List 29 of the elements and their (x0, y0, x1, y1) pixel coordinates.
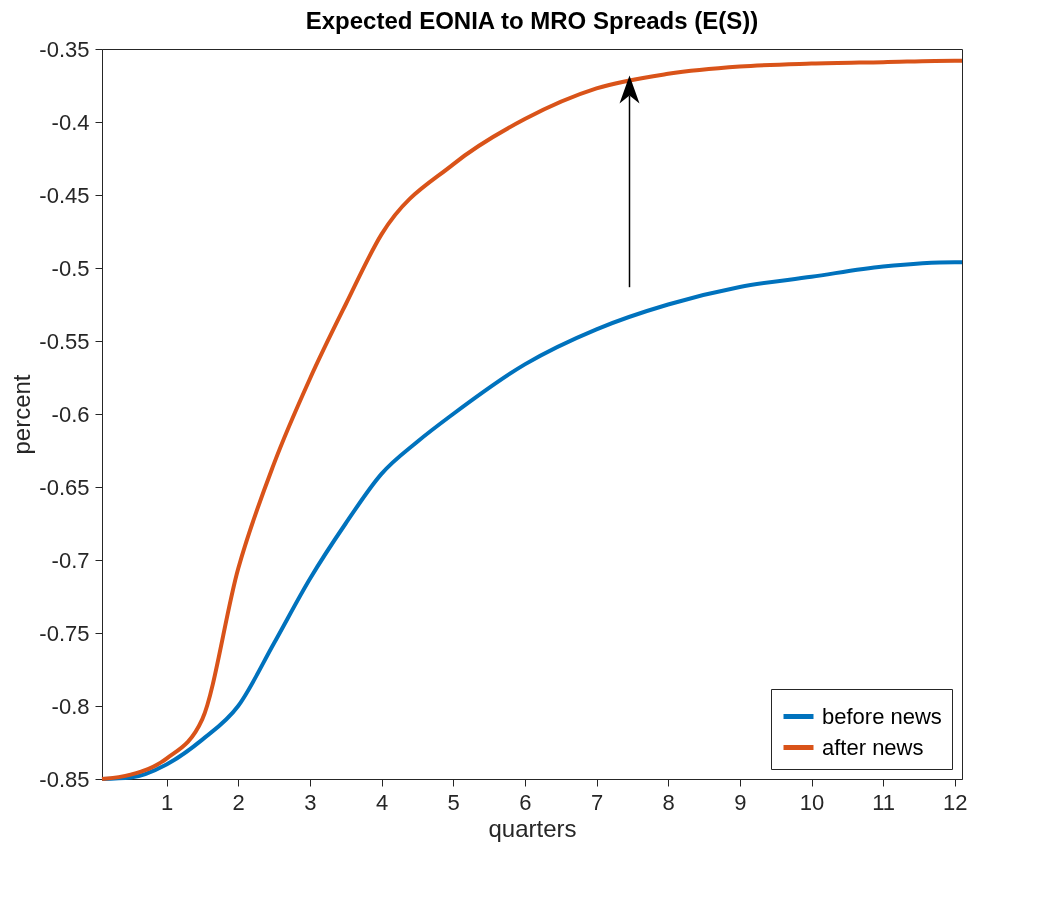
y-tick-label: -0.5 (51, 255, 90, 281)
y-tick-label: -0.7 (51, 547, 90, 573)
x-tick-label: 3 (304, 789, 317, 815)
y-tick-label: -0.8 (51, 693, 90, 719)
y-tick-label: -0.4 (51, 109, 90, 135)
line-series (100, 58, 964, 781)
legend-label: after news (822, 734, 924, 760)
x-tick-label: 1 (160, 789, 174, 815)
y-tick-label: -0.6 (51, 401, 90, 427)
x-tick-label: 10 (799, 789, 825, 815)
x-tick-label: 4 (375, 789, 389, 815)
x-tick-label: 6 (519, 789, 532, 815)
x-tick-label: 2 (232, 789, 245, 815)
x-tick-label: 9 (734, 789, 747, 815)
x-axis-title: quarters (488, 814, 577, 842)
legend-label: before news (822, 703, 942, 729)
x-tick-label: 8 (662, 789, 675, 815)
x-tick-label: 7 (590, 789, 604, 815)
y-tick-label: -0.65 (39, 474, 90, 500)
y-tick-label: -0.35 (39, 36, 90, 62)
x-tick-label: 11 (872, 789, 896, 815)
y-tick-label: -0.85 (39, 766, 90, 792)
x-tick-label: 5 (447, 789, 460, 815)
y-axis-title: percent (8, 374, 36, 455)
y-tick-label: -0.55 (39, 328, 90, 354)
y-tick-label: -0.75 (39, 620, 90, 646)
x-tick-label: 12 (943, 789, 968, 815)
chart-title: Expected EONIA to MRO Spreads (E(S)) (305, 7, 759, 34)
y-tick-label: -0.45 (39, 182, 90, 208)
